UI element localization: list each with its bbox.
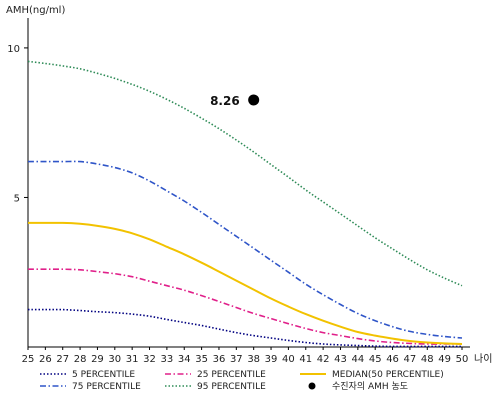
legend: 5 PERCENTILE 25 PERCENTILE MEDIAN(50 PERCE… xyxy=(40,370,444,392)
marker-layer: 8.26 xyxy=(210,94,260,108)
x-tick-label: 28 xyxy=(74,354,87,365)
legend-label: 75 PERCENTILE xyxy=(72,382,141,392)
series-lines xyxy=(27,60,463,348)
x-tick-label: 32 xyxy=(143,354,156,365)
x-tick-label: 26 xyxy=(39,354,52,365)
x-tick-label: 42 xyxy=(317,354,330,365)
x-tick-label: 25 xyxy=(22,354,35,365)
legend-label: 5 PERCENTILE xyxy=(72,370,135,380)
x-tick-label: 29 xyxy=(91,354,104,365)
legend-label: 95 PERCENTILE xyxy=(197,382,266,392)
x-axis-label: 나이 xyxy=(474,353,492,365)
x-tick-label: 34 xyxy=(178,354,191,365)
y-tick-label: 10 xyxy=(7,44,20,55)
x-tick-label: 49 xyxy=(438,354,451,365)
x-tick-label: 37 xyxy=(230,354,243,365)
x-tick-label: 50 xyxy=(456,354,469,365)
x-tick-label: 33 xyxy=(161,354,174,365)
patient-amh-point xyxy=(248,94,260,106)
series-line-25-percentile xyxy=(28,268,462,345)
y-tick-label: 5 xyxy=(14,193,20,204)
y-axis-label: AMH(ng/ml) xyxy=(6,5,65,16)
x-tick-label: 41 xyxy=(299,354,312,365)
legend-label: 수진자의 AMH 농도 xyxy=(332,381,408,392)
x-tick-label: 43 xyxy=(334,354,347,365)
x-tick-label: 38 xyxy=(247,354,260,365)
x-tick-label: 35 xyxy=(195,354,208,365)
x-tick-label: 47 xyxy=(404,354,417,365)
x-tick-label: 31 xyxy=(126,354,139,365)
legend-label: 25 PERCENTILE xyxy=(197,370,266,380)
x-tick-label: 39 xyxy=(265,354,278,365)
ticks: 5 10 25 26 27 28 29 30 31 32 33 34 35 36 37 38 39 40 41 42 4… xyxy=(7,44,468,365)
series-line-median-50-percentile xyxy=(28,221,463,345)
series-line-75-percentile xyxy=(28,160,463,339)
series-line-95-percentile xyxy=(27,60,463,287)
series-line-5-percentile xyxy=(27,308,462,348)
x-tick-label: 36 xyxy=(213,354,226,365)
x-tick-label: 46 xyxy=(386,354,399,365)
x-tick-label: 27 xyxy=(56,354,69,365)
x-tick-label: 40 xyxy=(282,354,295,365)
x-tick-label: 44 xyxy=(351,354,364,365)
axes xyxy=(27,18,470,348)
x-tick-label: 30 xyxy=(108,354,121,365)
x-tick-label: 45 xyxy=(369,354,382,365)
legend-marker-swatch xyxy=(308,382,316,390)
patient-amh-value-label: 8.26 xyxy=(210,94,240,108)
legend-label: MEDIAN(50 PERCENTILE) xyxy=(332,370,444,380)
x-tick-label: 48 xyxy=(421,354,434,365)
